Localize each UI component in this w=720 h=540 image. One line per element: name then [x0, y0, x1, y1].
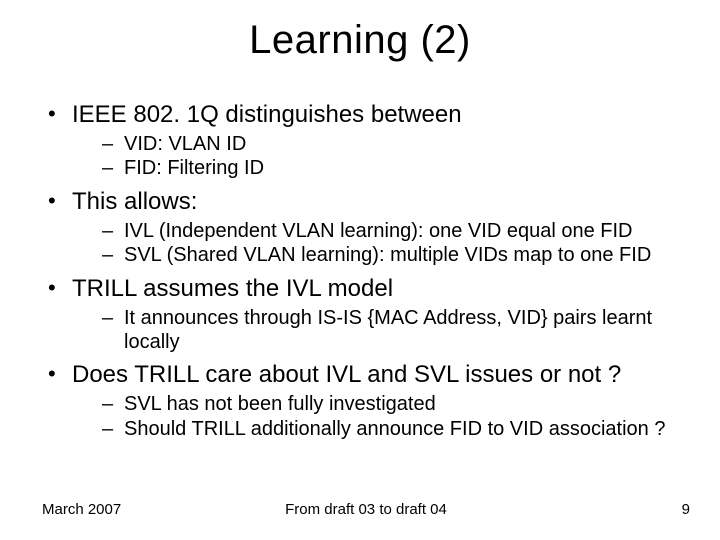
bullet-1-2: FID: Filtering ID: [72, 156, 690, 180]
bullet-4-2: Should TRILL additionally announce FID t…: [72, 417, 690, 441]
bullet-2-2: SVL (Shared VLAN learning): multiple VID…: [72, 243, 690, 267]
bullet-4-sublist: SVL has not been fully investigated Shou…: [72, 392, 690, 441]
slide-title: Learning (2): [0, 18, 720, 63]
bullet-1: IEEE 802. 1Q distinguishes between VID: …: [42, 100, 690, 181]
slide-body: IEEE 802. 1Q distinguishes between VID: …: [42, 100, 690, 447]
footer-center: From draft 03 to draft 04: [285, 501, 447, 518]
bullet-3: TRILL assumes the IVL model It announces…: [42, 274, 690, 355]
bullet-1-sublist: VID: VLAN ID FID: Filtering ID: [72, 132, 690, 181]
bullet-2-1: IVL (Independent VLAN learning): one VID…: [72, 219, 690, 243]
bullet-2: This allows: IVL (Independent VLAN learn…: [42, 187, 690, 268]
bullet-2-text: This allows:: [72, 188, 197, 215]
bullet-4-1: SVL has not been fully investigated: [72, 392, 690, 416]
slide: Learning (2) IEEE 802. 1Q distinguishes …: [0, 0, 720, 540]
bullet-4-text: Does TRILL care about IVL and SVL issues…: [72, 361, 621, 388]
bullet-2-sublist: IVL (Independent VLAN learning): one VID…: [72, 219, 690, 268]
bullet-1-1: VID: VLAN ID: [72, 132, 690, 156]
bullet-1-text: IEEE 802. 1Q distinguishes between: [72, 101, 462, 128]
bullet-4: Does TRILL care about IVL and SVL issues…: [42, 360, 690, 441]
slide-footer: March 2007 From draft 03 to draft 04 9: [42, 501, 690, 518]
bullet-3-text: TRILL assumes the IVL model: [72, 275, 393, 302]
bullet-3-1: It announces through IS-IS {MAC Address,…: [72, 306, 690, 355]
bullet-3-sublist: It announces through IS-IS {MAC Address,…: [72, 306, 690, 355]
footer-right: 9: [682, 501, 690, 518]
footer-left: March 2007: [42, 501, 121, 518]
bullet-list: IEEE 802. 1Q distinguishes between VID: …: [42, 100, 690, 441]
